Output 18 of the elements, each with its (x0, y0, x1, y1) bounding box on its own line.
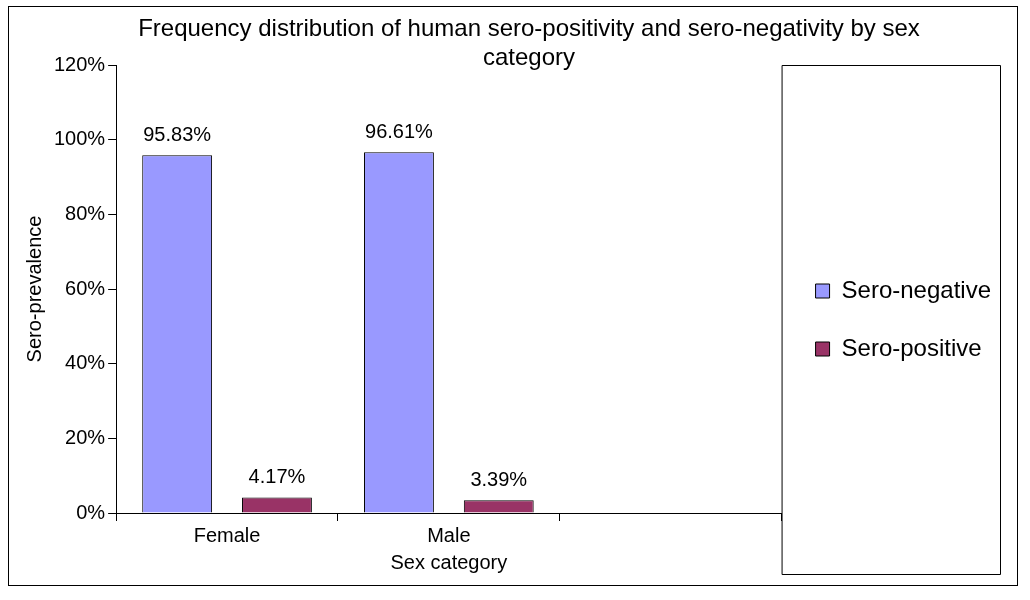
legend-label: Sero-positive (841, 333, 982, 361)
y-tick-label: 0% (76, 500, 106, 523)
legend-label: Sero-negative (841, 275, 992, 303)
y-tick-label: 40% (65, 351, 106, 374)
data-label: 4.17% (248, 464, 306, 487)
chart-title: Frequency distribution of human sero-positivity and sero-negativity by sex category (137, 13, 921, 71)
x-tick-label: Male (427, 523, 471, 546)
y-tick-label: 80% (65, 201, 106, 224)
data-label: 3.39% (470, 467, 528, 490)
data-label: 96.61% (365, 119, 434, 142)
y-tick-label: 60% (65, 276, 106, 299)
y-axis-title: Sero-prevalence (22, 215, 45, 363)
x-axis-title: Sex category (390, 550, 508, 573)
y-tick-label: 120% (54, 52, 106, 75)
x-tick-label: Female (193, 523, 261, 546)
y-tick-label: 100% (54, 127, 106, 150)
y-tick-label: 20% (65, 425, 106, 448)
data-label: 95.83% (143, 122, 212, 145)
